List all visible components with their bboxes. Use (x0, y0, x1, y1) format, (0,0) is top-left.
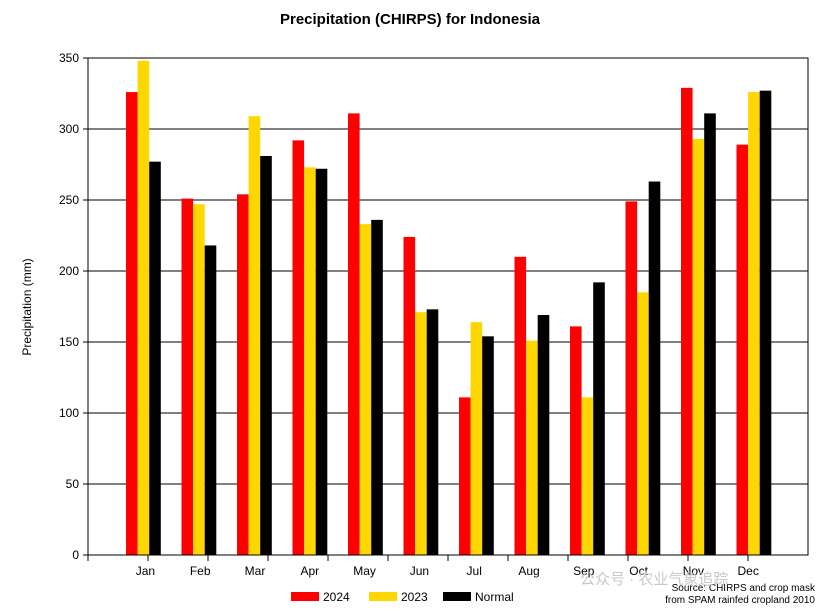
bar-2023-jan (137, 60, 150, 556)
bar-normal-nov (704, 113, 716, 555)
legend-label-2023: 2023 (401, 590, 428, 604)
bar-normal-may (371, 219, 383, 555)
bar-2024-dec (736, 144, 749, 555)
x-tick-label: Apr (300, 564, 319, 578)
bar-2023-jul (470, 322, 483, 555)
bar-normal-apr (315, 168, 328, 555)
legend-swatch-2024 (291, 592, 319, 601)
bar-2024-mar (237, 194, 249, 555)
bars (126, 60, 772, 556)
legend-label-normal: Normal (475, 590, 514, 604)
bar-2023-jun (415, 312, 427, 555)
y-tick-label: 300 (59, 122, 79, 136)
watermark: 公众号 · 农业气象追踪 (580, 571, 728, 588)
bar-2024-feb (181, 198, 194, 555)
bar-2023-nov (692, 138, 705, 555)
x-tick-label: Oct (629, 564, 648, 578)
x-tick-label: Jan (136, 564, 155, 578)
bar-2024-aug (514, 256, 527, 555)
bar-2024-jun (403, 236, 416, 556)
x-tick-label: Nov (683, 564, 704, 578)
x-tick-label: Aug (518, 564, 539, 578)
bar-2024-jul (459, 397, 471, 555)
bar-normal-feb (204, 245, 217, 555)
y-tick-label: 0 (72, 548, 79, 562)
legend: 2024 2023 Normal (291, 590, 514, 604)
legend-swatch-2023 (369, 592, 397, 601)
bar-normal-oct (648, 181, 661, 556)
bar-normal-dec (759, 90, 772, 555)
x-tick-label: Jun (410, 564, 429, 578)
y-tick-label: 350 (59, 51, 79, 65)
legend-swatch-normal (443, 592, 471, 601)
x-tick-label: Dec (738, 564, 759, 578)
bar-2023-aug (526, 340, 538, 555)
x-tick-label: Sep (573, 564, 595, 578)
y-tick-label: 150 (59, 335, 79, 349)
bar-2024-jan (126, 92, 138, 555)
bar-normal-jan (149, 161, 161, 555)
bar-normal-jul (482, 336, 494, 555)
x-tick-label: Feb (190, 564, 211, 578)
y-tick-label: 50 (66, 477, 80, 491)
x-axis: Jan Feb Mar Apr May Jun Jul Aug Sep Oct Nov Dec (87, 555, 759, 578)
bar-2024-oct (625, 201, 638, 556)
bar-2023-sep (581, 397, 594, 555)
y-tick-label: 200 (59, 264, 79, 278)
bar-2024-may (348, 113, 360, 555)
x-tick-label: May (353, 564, 376, 578)
y-axis-label: Precipitation (mm) (20, 258, 34, 355)
bar-2023-feb (193, 204, 205, 555)
source-line-1: Source: CHIRPS and crop mask (672, 583, 816, 594)
bar-2023-mar (248, 116, 261, 555)
y-tick-label: 100 (59, 406, 79, 420)
bar-2023-may (359, 224, 372, 555)
y-tick-label: 250 (59, 193, 79, 207)
bar-2023-oct (637, 292, 649, 555)
bar-normal-sep (593, 282, 605, 555)
bar-2024-sep (570, 326, 582, 555)
bar-2024-apr (292, 140, 305, 556)
bar-2024-nov (681, 87, 693, 555)
bar-normal-jun (426, 309, 439, 555)
bar-normal-mar (260, 155, 272, 556)
bar-2023-apr (304, 167, 316, 555)
x-tick-label: Jul (467, 564, 482, 578)
bar-normal-aug (537, 315, 550, 555)
chart-title: Precipitation (CHIRPS) for Indonesia (280, 11, 541, 28)
bar-2023-dec (748, 92, 760, 555)
source-line-2: from SPAM rainfed cropland 2010 (665, 595, 815, 606)
y-axis: 0 50 100 150 200 250 300 350 (59, 51, 88, 562)
legend-label-2024: 2024 (323, 590, 350, 604)
x-tick-label: Mar (245, 564, 266, 578)
